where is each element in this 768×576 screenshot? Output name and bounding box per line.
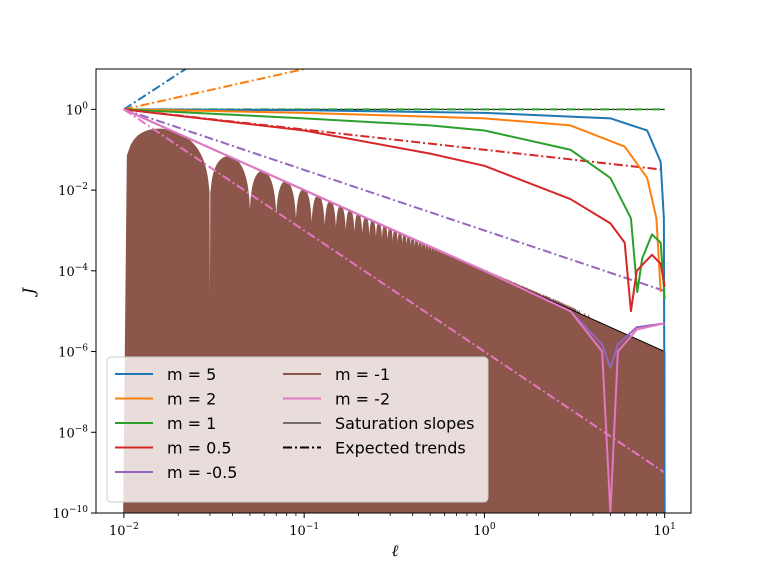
legend-label-5: m = -1 <box>335 365 390 384</box>
legend-label-8: Expected trends <box>335 439 466 458</box>
legend-label-7: Saturation slopes <box>335 414 474 433</box>
y-axis: 10−10 10−8 10−6 10−4 10−2 100 <box>52 101 96 522</box>
series-line-1 <box>123 108 662 292</box>
expected-trend-1 <box>123 69 305 111</box>
y-tick-label-3: 10−4 <box>58 263 88 280</box>
series-line-2 <box>123 108 666 300</box>
x-tick-label-2: 100 <box>473 522 496 539</box>
series-line-0 <box>123 108 666 513</box>
legend: m = 5 m = 2 m = 1 m = 0.5 m = -0.5 m = -1 m = … <box>106 356 489 503</box>
series-line-m-neg1 <box>123 128 666 513</box>
expected-trend-4 <box>123 108 665 292</box>
series-line-5 <box>123 108 665 513</box>
series-line-3 <box>123 108 666 313</box>
y-tick-label-0: 10−10 <box>52 505 88 522</box>
legend-label-3: m = 0.5 <box>167 439 232 458</box>
y-tick-label-2: 10−6 <box>58 344 88 361</box>
y-tick-label-5: 100 <box>66 101 89 118</box>
y-tick-label-4: 10−2 <box>58 182 88 199</box>
x-axis-label: ℓ <box>392 541 399 560</box>
legend-label-4: m = -0.5 <box>167 463 237 482</box>
legend-box <box>106 356 489 503</box>
x-tick-label-1: 10−1 <box>289 522 319 539</box>
y-axis-label: J <box>19 286 38 297</box>
expected-trend-0 <box>123 69 187 111</box>
x-axis: 10−2 10−1 100 101 <box>109 513 676 539</box>
expected-trend-5 <box>123 108 666 474</box>
legend-label-2: m = 1 <box>167 414 216 433</box>
x-tick-label-3: 101 <box>654 522 676 539</box>
y-tick-label-1: 10−8 <box>58 424 88 441</box>
x-tick-label-0: 10−2 <box>109 522 139 539</box>
legend-label-0: m = 5 <box>167 365 216 384</box>
legend-label-1: m = 2 <box>167 390 216 409</box>
plot-frame <box>95 68 692 514</box>
legend-label-6: m = -2 <box>335 390 390 409</box>
